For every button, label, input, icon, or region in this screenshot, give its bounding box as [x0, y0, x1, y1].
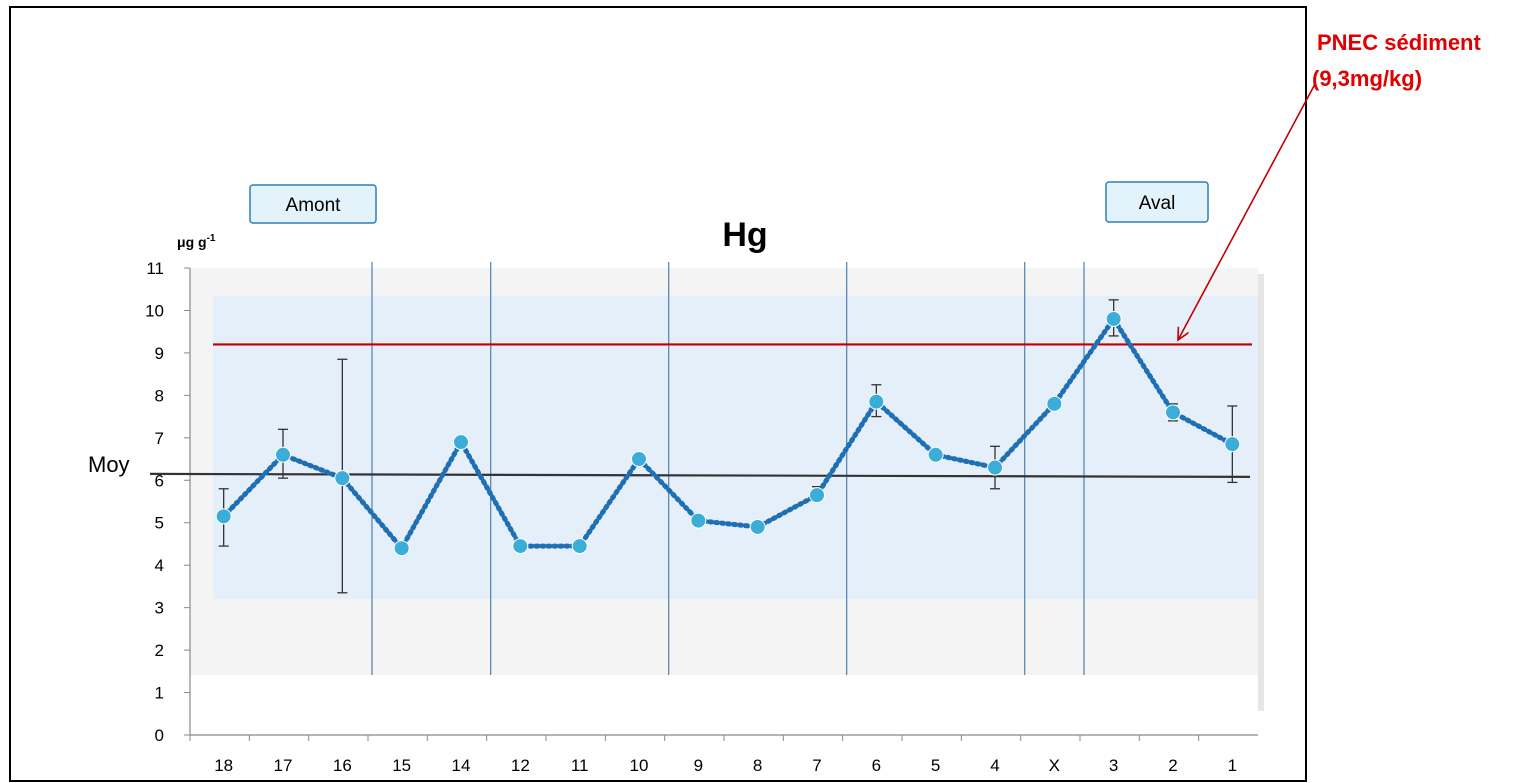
x-tick-label-17: 1 [1228, 756, 1237, 775]
annotation-aval: Aval [1105, 181, 1209, 223]
data-points [215, 310, 1241, 557]
x-tick-label-13: 4 [990, 756, 999, 775]
y-tick-label-11: 11 [146, 259, 164, 278]
x-tick-label-2: 16 [333, 756, 352, 775]
y-tick-label-10: 10 [145, 301, 164, 320]
annotation-amont: Amont [249, 184, 377, 224]
y-tick-label-1: 1 [155, 684, 164, 703]
data-point-16 [334, 470, 351, 487]
y-tick-label-8: 8 [155, 386, 164, 405]
data-point-2 [1165, 404, 1181, 421]
x-tick-label-8: 9 [694, 756, 703, 775]
x-tick-label-6: 11 [571, 756, 589, 775]
data-point-18 [215, 508, 232, 525]
x-tick-label-16: 2 [1168, 756, 1177, 775]
x-tick-label-5: 12 [511, 756, 530, 775]
data-point-4 [987, 459, 1003, 476]
x-tick-label-3: 15 [392, 756, 411, 775]
shaded-range-band [213, 295, 1258, 600]
pnec-label-line1: PNEC sédiment [1317, 30, 1481, 55]
x-tick-label-4: 14 [452, 756, 471, 775]
shaded-band-rect [213, 295, 1258, 600]
data-point-14 [453, 434, 469, 451]
x-tick-label-7: 10 [630, 756, 649, 775]
pnec-arrow [1178, 83, 1316, 340]
data-point-1 [1224, 436, 1241, 453]
y-axis-ticks: 0 1 2 3 4 5 6 7 8 9 10 11 [145, 259, 190, 745]
x-tick-label-9: 8 [753, 756, 762, 775]
x-tick-label-11: 6 [872, 756, 881, 775]
data-point-7 [809, 487, 825, 504]
series-hg [221, 316, 1235, 551]
data-point-17 [275, 446, 291, 463]
data-point-15 [393, 540, 410, 557]
mean-line-label: Moy [88, 452, 130, 477]
x-tick-label-10: 7 [812, 756, 821, 775]
y-tick-label-9: 9 [155, 344, 164, 363]
x-axis-ticks: 18 17 16 15 14 12 11 10 9 8 7 6 5 4 X 3 2 1 [189, 735, 1237, 775]
data-point-11 [571, 538, 588, 555]
x-tick-label-0: 18 [214, 756, 233, 775]
y-tick-label-3: 3 [155, 599, 164, 618]
x-tick-label-1: 17 [274, 756, 293, 775]
plot-lower-area [190, 675, 1258, 735]
data-point-3 [1105, 310, 1122, 327]
y-tick-label-5: 5 [155, 514, 164, 533]
y-tick-label-0: 0 [155, 726, 164, 745]
y-tick-label-6: 6 [155, 471, 164, 490]
data-point-8 [749, 518, 766, 535]
x-tick-label-14: X [1049, 756, 1060, 775]
section-dividers [371, 262, 1085, 675]
data-point-5 [927, 446, 944, 463]
x-tick-label-15: 3 [1109, 756, 1118, 775]
annotation-aval-label: Aval [1139, 193, 1176, 214]
annotation-amont-label: Amont [286, 195, 342, 216]
y-axis-unit: μg g-1 [177, 233, 216, 250]
data-point-6 [868, 393, 885, 410]
data-point-X [1046, 395, 1063, 412]
series-line [221, 316, 1235, 551]
y-tick-label-7: 7 [155, 429, 164, 448]
y-tick-label-2: 2 [155, 641, 164, 660]
data-point-10 [631, 451, 647, 468]
data-point-9 [690, 512, 707, 529]
pnec-label-line2: (9,3mg/kg) [1312, 66, 1422, 91]
data-point-12 [512, 538, 529, 555]
x-tick-label-12: 5 [931, 756, 940, 775]
y-tick-label-4: 4 [155, 556, 164, 575]
chart-title: Hg [722, 216, 767, 254]
